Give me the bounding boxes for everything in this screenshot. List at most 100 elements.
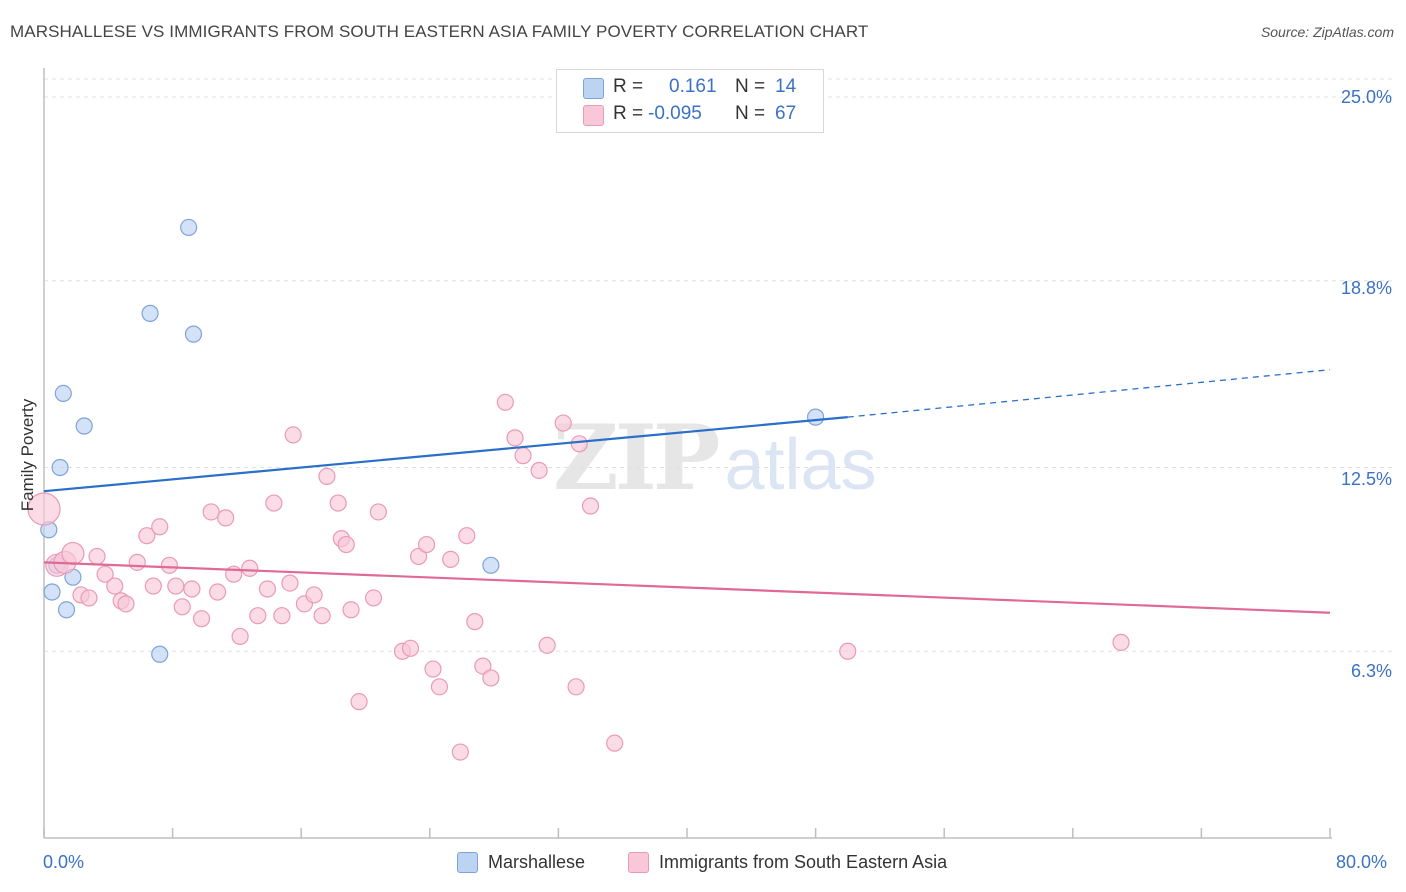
watermark: ZIP atlas [553, 405, 877, 511]
immigrant-point [27, 492, 61, 526]
legend-swatch-blue [457, 852, 478, 873]
immigrant-point [209, 583, 227, 601]
immigrant-point [88, 547, 106, 566]
immigrant-point [530, 461, 548, 480]
immigrant-point [284, 426, 302, 444]
y-tick-label-6-3: 6.3% [1350, 661, 1392, 681]
immigrant-point [265, 494, 283, 512]
immigrant-point [318, 467, 336, 485]
immigrant-point [458, 527, 476, 545]
immigrant-point [183, 580, 201, 598]
immigrant-point [606, 734, 624, 752]
immigrant-point [424, 660, 442, 678]
immigrant-point [369, 503, 387, 521]
immigrant-point [173, 598, 191, 616]
marshallese-point [75, 417, 93, 435]
immigrant-point [482, 669, 500, 687]
immigrant-point [313, 607, 331, 625]
series-legend: Marshallese Immigrants from South Easter… [0, 852, 1406, 878]
immigrant-point [409, 547, 428, 566]
immigrant-point [350, 693, 368, 711]
legend-swatch-pink [628, 852, 649, 873]
legend-r-label: R = [613, 76, 644, 97]
legend-swatch-blue [583, 78, 604, 99]
immigrant-point [430, 678, 449, 696]
immigrant-point [117, 595, 135, 613]
immigrant-point [249, 607, 267, 625]
x-tick-label-end: 80.0% [1336, 852, 1388, 872]
y-axis-label: Family Poverty [18, 398, 37, 512]
immigrant-point [538, 636, 556, 654]
immigrant-point [231, 627, 249, 646]
immigrant-point [61, 541, 85, 566]
marshallese-point [54, 384, 72, 402]
y-tick-label-18-8: 18.8% [1340, 278, 1392, 298]
immigrant-point [417, 535, 436, 554]
marshallese-point [180, 218, 198, 237]
watermark-zip: ZIP [553, 405, 720, 511]
immigrant-point [138, 527, 156, 545]
immigrant-trend-line [43, 561, 1331, 614]
immigrant-point [364, 589, 383, 607]
immigrant-point [329, 494, 347, 512]
marshallese-point [184, 325, 203, 343]
legend-label-marshallese: Marshallese [488, 852, 586, 872]
marshallese-trend-line [43, 416, 848, 493]
immigrant-point [217, 509, 235, 527]
immigrant-point [241, 559, 259, 577]
legend-n-value: 14 [775, 76, 797, 97]
immigrant-point [474, 657, 492, 675]
legend-item-marshallese: Marshallese [457, 852, 585, 873]
immigrant-point [337, 535, 355, 554]
immigrant-point [258, 580, 277, 598]
legend-r-label: R = [613, 103, 644, 124]
legend-n-label: N = [735, 103, 766, 124]
immigrant-point [106, 577, 124, 595]
correlation-legend: R = 0.161 N = 14 R = -0.095 N = 67 [556, 69, 824, 133]
immigrant-point [570, 435, 588, 453]
immigrant-point [554, 414, 572, 432]
immigrant-point [581, 497, 600, 515]
immigrant-point [342, 601, 360, 619]
legend-r-value: 0.161 [669, 76, 717, 97]
immigrant-point [514, 447, 532, 465]
immigrant-point [506, 429, 524, 447]
immigrant-point [496, 393, 514, 411]
y-tick-label-25: 25.0% [1340, 87, 1392, 107]
marshallese-trend-extension [847, 369, 1331, 418]
immigrant-point [128, 553, 146, 571]
y-tick-label-12-5: 12.5% [1340, 469, 1392, 489]
legend-swatch-pink [583, 105, 604, 126]
immigrant-point [1112, 633, 1130, 651]
legend-label-immigrants: Immigrants from South Eastern Asia [659, 852, 948, 872]
immigrant-point [442, 550, 460, 568]
immigrant-point [466, 613, 484, 631]
source-label: Source: ZipAtlas.com [1260, 24, 1394, 40]
immigrant-point [144, 577, 162, 595]
immigrant-point [281, 574, 299, 592]
legend-r-value: -0.095 [648, 103, 702, 124]
immigrant-point [839, 642, 857, 660]
marshallese-point [43, 583, 61, 601]
marshallese-point [57, 601, 76, 619]
immigrant-point [305, 586, 323, 604]
marshallese-point [141, 304, 159, 322]
legend-item-immigrants: Immigrants from South Eastern Asia [628, 852, 947, 873]
immigrant-point [567, 678, 585, 696]
immigrant-point [167, 577, 185, 595]
x-tick-label-start: 0.0% [43, 852, 85, 872]
immigrant-point [160, 556, 178, 574]
legend-n-value: 67 [775, 103, 797, 124]
immigrant-point [451, 743, 469, 761]
immigrant-point [273, 607, 291, 625]
immigrant-point [80, 589, 98, 607]
marshallese-point [151, 645, 169, 663]
immigrant-point [401, 639, 420, 657]
immigrant-point [96, 565, 114, 583]
watermark-atlas: atlas [724, 425, 877, 505]
legend-row-immigrants: R = -0.095 N = 67 [557, 101, 823, 127]
marshallese-point [482, 556, 500, 574]
legend-n-label: N = [735, 76, 766, 97]
immigrant-point [192, 610, 211, 628]
